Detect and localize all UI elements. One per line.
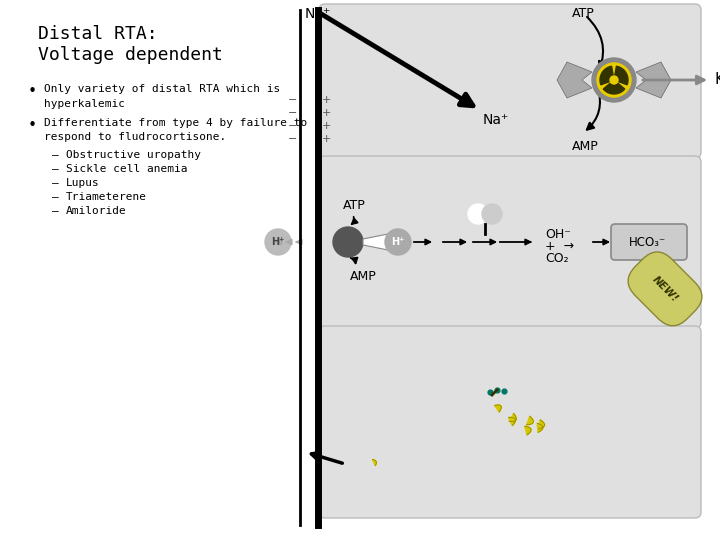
Text: CO₂: CO₂: [545, 252, 569, 265]
Circle shape: [482, 204, 502, 224]
Text: –: –: [52, 206, 59, 216]
Text: –: –: [52, 192, 59, 202]
Circle shape: [597, 63, 631, 97]
Circle shape: [333, 227, 363, 257]
Polygon shape: [539, 420, 544, 429]
Text: Voltage dependent: Voltage dependent: [38, 46, 223, 64]
Polygon shape: [614, 66, 628, 85]
Text: Only variety of distal RTA which is: Only variety of distal RTA which is: [44, 84, 280, 94]
Point: [491, 386, 503, 394]
Text: ATP: ATP: [343, 199, 366, 212]
Text: Na⁺: Na⁺: [483, 113, 509, 127]
Polygon shape: [509, 414, 516, 422]
Text: K⁺: K⁺: [714, 72, 720, 87]
Circle shape: [592, 58, 636, 102]
Polygon shape: [527, 416, 534, 425]
Polygon shape: [557, 62, 592, 98]
Text: –: –: [52, 178, 59, 188]
Text: NEW!: NEW!: [650, 274, 680, 303]
FancyBboxPatch shape: [319, 156, 701, 328]
Polygon shape: [537, 423, 543, 433]
Text: respond to fludrocortisone.: respond to fludrocortisone.: [44, 132, 226, 142]
Text: ATP: ATP: [572, 7, 595, 20]
Text: •: •: [28, 84, 37, 99]
Text: hyperkalemic: hyperkalemic: [44, 99, 125, 109]
Text: Sickle cell anemia: Sickle cell anemia: [66, 164, 187, 174]
Circle shape: [265, 229, 291, 255]
Text: Differentiate from type 4 by failure to: Differentiate from type 4 by failure to: [44, 118, 307, 128]
Text: AMP: AMP: [572, 140, 599, 153]
Circle shape: [468, 204, 488, 224]
Text: +: +: [321, 95, 330, 105]
Text: −: −: [288, 95, 297, 105]
Text: Na⁺: Na⁺: [305, 7, 331, 21]
Polygon shape: [603, 80, 625, 94]
FancyBboxPatch shape: [319, 326, 701, 518]
Text: –: –: [52, 150, 59, 160]
Text: Distal RTA:: Distal RTA:: [38, 25, 158, 43]
Text: −: −: [288, 121, 297, 131]
Text: +: +: [321, 121, 330, 131]
FancyBboxPatch shape: [319, 4, 701, 158]
Circle shape: [385, 229, 411, 255]
Polygon shape: [636, 62, 671, 98]
Text: +: +: [321, 108, 330, 118]
Text: +  →: + →: [545, 240, 574, 253]
Text: +: +: [321, 134, 330, 144]
Text: Obstructive uropathy: Obstructive uropathy: [66, 150, 201, 160]
Text: –: –: [52, 164, 59, 174]
Polygon shape: [600, 66, 614, 85]
Text: H⁺: H⁺: [391, 237, 405, 247]
Text: Triameterene: Triameterene: [66, 192, 147, 202]
Text: Amiloride: Amiloride: [66, 206, 127, 216]
Text: Lupus: Lupus: [66, 178, 100, 188]
Text: −: −: [288, 134, 297, 144]
Text: −: −: [288, 108, 297, 118]
Text: AMP: AMP: [350, 270, 377, 283]
Polygon shape: [363, 234, 388, 250]
Circle shape: [610, 76, 618, 84]
Polygon shape: [372, 460, 377, 465]
Polygon shape: [495, 405, 501, 412]
Polygon shape: [508, 417, 516, 426]
Text: OH⁻: OH⁻: [545, 227, 571, 240]
Point: [485, 388, 496, 396]
Text: H⁺: H⁺: [271, 237, 284, 247]
Point: [498, 387, 510, 395]
FancyBboxPatch shape: [611, 224, 687, 260]
Polygon shape: [525, 426, 531, 435]
Text: •: •: [28, 118, 37, 133]
Text: HCO₃⁻: HCO₃⁻: [629, 235, 667, 248]
